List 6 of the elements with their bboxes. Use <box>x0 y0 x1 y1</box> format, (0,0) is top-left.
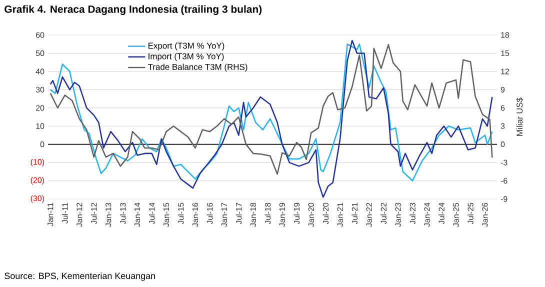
chart-title: Grafik 4. Neraca Dagang Indonesia (trailing 3 bulan) <box>4 5 262 15</box>
legend-label: Import (T3M % YoY) <box>148 53 224 61</box>
y2-axis-title: Miliar US$ <box>516 98 524 136</box>
legend-label: Export (T3M % YoY) <box>148 42 224 50</box>
source-note: Source: BPS, Kementerian Keuangan <box>4 272 155 281</box>
legend-label: Trade Balance T3M (RHS) <box>148 64 248 72</box>
